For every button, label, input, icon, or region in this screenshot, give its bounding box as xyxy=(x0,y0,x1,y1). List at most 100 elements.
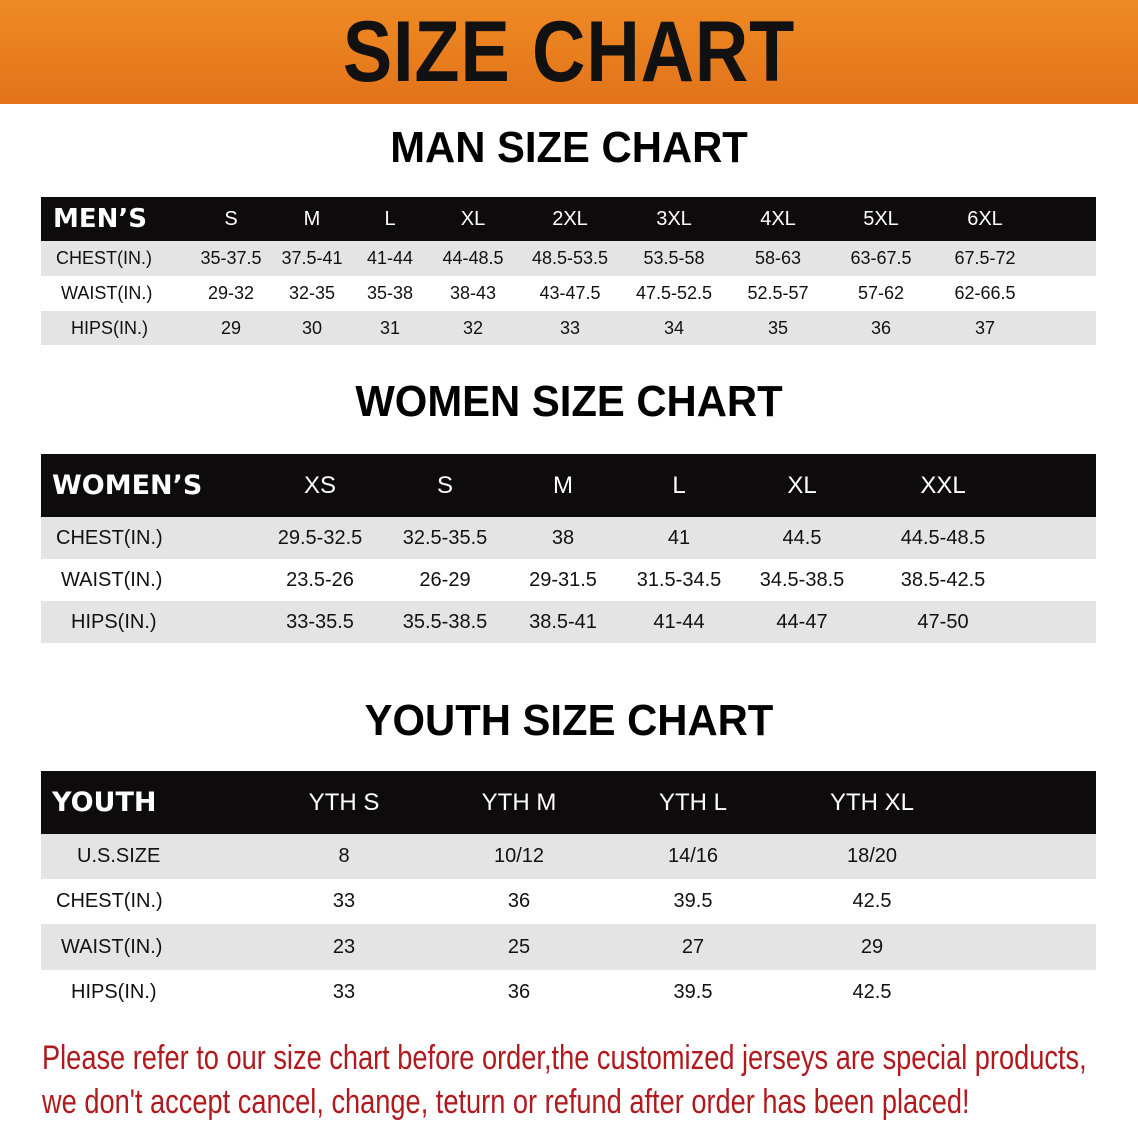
table-cell: 14/16 xyxy=(667,845,719,867)
size-column-header: S xyxy=(224,207,238,230)
men-header-label: MEN’S xyxy=(53,204,147,234)
youth-section-title: YOUTH SIZE CHART xyxy=(364,696,774,745)
table-cell: 53.5-58 xyxy=(643,248,705,268)
table-cell: 31.5-34.5 xyxy=(636,568,722,591)
table-cell: 35.5-38.5 xyxy=(402,610,488,633)
size-column-header: YTH L xyxy=(658,788,728,816)
table-cell: 38.5-42.5 xyxy=(900,568,986,591)
table-cell: 29-31.5 xyxy=(529,568,597,591)
table-cell: 23.5-26 xyxy=(286,568,354,591)
table-cell: 42.5 xyxy=(852,981,892,1003)
table-row: CHEST(IN.) 29.5-32.5 32.5-35.5 38 41 44.5 44.5… xyxy=(41,517,1096,559)
table-cell: 39.5 xyxy=(673,981,713,1003)
table-row: HIPS(IN.) 29 30 31 32 33 34 35 36 37 xyxy=(41,311,1096,345)
row-label: WAIST(IN.) xyxy=(61,283,153,303)
size-column-header: M xyxy=(303,207,321,230)
table-cell: 38.5-41 xyxy=(529,610,597,633)
row-label: HIPS(IN.) xyxy=(71,981,157,1003)
size-column-header: L xyxy=(384,207,396,230)
table-cell: 25 xyxy=(507,935,531,958)
table-cell: 31 xyxy=(379,317,401,338)
table-cell: 26-29 xyxy=(419,568,471,591)
table-cell: 32.5-35.5 xyxy=(402,526,488,549)
table-cell: 10/12 xyxy=(493,845,545,867)
table-row: U.S.SIZE 8 10/12 14/16 18/20 xyxy=(41,834,1096,879)
table-row: CHEST(IN.) 33 36 39.5 42.5 xyxy=(41,879,1096,924)
table-cell: 41 xyxy=(667,526,691,549)
table-cell: 32 xyxy=(462,317,484,338)
table-cell: 44-48.5 xyxy=(442,248,504,268)
men-header-row: MEN’S S M L XL 2XL 3XL 4XL 5XL 6XL xyxy=(41,197,1096,241)
table-cell: 35-38 xyxy=(366,283,414,303)
table-cell: 35-37.5 xyxy=(200,248,262,268)
table-cell: 47-50 xyxy=(917,610,969,633)
table-cell: 38-43 xyxy=(449,283,497,303)
women-size-table: WOMEN’S XS S M L XL XXL CHEST(IN.) 29.5-32.5 32.… xyxy=(41,454,1096,643)
row-label: HIPS(IN.) xyxy=(71,317,149,338)
table-cell: 39.5 xyxy=(673,890,713,912)
youth-size-table: YOUTH YTH S YTH M YTH L YTH XL U.S.SIZE 8 10/1… xyxy=(41,771,1096,1015)
table-cell: 23 xyxy=(332,935,356,958)
table-cell: 34 xyxy=(663,317,685,338)
table-cell: 29 xyxy=(860,935,884,958)
size-column-header: YTH XL xyxy=(829,788,915,816)
table-cell: 42.5 xyxy=(852,890,892,912)
table-cell: 44-47 xyxy=(776,610,828,633)
table-row: WAIST(IN.) 23 25 27 29 xyxy=(41,924,1096,970)
size-column-header: 6XL xyxy=(967,207,1003,230)
notice-line-2: we don't accept cancel, change, teturn o… xyxy=(42,1083,970,1121)
row-label: CHEST(IN.) xyxy=(56,526,163,549)
row-label: CHEST(IN.) xyxy=(56,890,163,912)
row-label: WAIST(IN.) xyxy=(61,568,163,591)
table-cell: 29.5-32.5 xyxy=(277,526,363,549)
size-column-header: M xyxy=(553,471,573,499)
table-cell: 36 xyxy=(507,890,531,912)
table-cell: 44.5-48.5 xyxy=(900,526,986,549)
table-cell: 29 xyxy=(220,317,242,338)
men-section-title: MAN SIZE CHART xyxy=(390,123,748,172)
notice-line-1: Please refer to our size chart before or… xyxy=(42,1039,1087,1077)
youth-header-label: YOUTH xyxy=(52,787,157,818)
table-cell: 41-44 xyxy=(366,248,414,268)
table-cell: 36 xyxy=(870,317,892,338)
size-column-header: YTH M xyxy=(481,788,557,816)
men-size-table: MEN’S S M L XL 2XL 3XL 4XL 5XL 6XL CHEST(IN.) 35-3… xyxy=(41,197,1096,345)
table-row: HIPS(IN.) 33 36 39.5 42.5 xyxy=(41,970,1096,1015)
table-row: CHEST(IN.) 35-37.5 37.5-41 41-44 44-48.5 48.5… xyxy=(41,241,1096,276)
size-column-header: 4XL xyxy=(760,207,796,230)
size-column-header: YTH S xyxy=(308,788,380,816)
banner-title: SIZE CHART xyxy=(342,4,796,100)
table-cell: 33 xyxy=(332,890,356,912)
size-column-header: 5XL xyxy=(863,207,899,230)
table-cell: 34.5-38.5 xyxy=(759,568,845,591)
table-row: HIPS(IN.) 33-35.5 35.5-38.5 38.5-41 41-44 44-… xyxy=(41,601,1096,643)
row-label: CHEST(IN.) xyxy=(56,248,152,268)
row-label: WAIST(IN.) xyxy=(61,935,163,958)
table-cell: 67.5-72 xyxy=(954,248,1016,268)
table-cell: 29-32 xyxy=(207,283,255,303)
table-cell: 37 xyxy=(974,317,996,338)
table-row: WAIST(IN.) 23.5-26 26-29 29-31.5 31.5-34.5 34… xyxy=(41,559,1096,601)
table-cell: 62-66.5 xyxy=(954,283,1016,303)
youth-header-row: YOUTH YTH S YTH M YTH L YTH XL xyxy=(41,771,1096,834)
banner: SIZE CHART xyxy=(0,0,1138,104)
table-cell: 63-67.5 xyxy=(850,248,912,268)
size-column-header: S xyxy=(436,471,454,499)
table-cell: 58-63 xyxy=(754,248,802,268)
table-cell: 27 xyxy=(681,935,705,958)
table-cell: 57-62 xyxy=(857,283,905,303)
size-column-header: XXL xyxy=(920,471,966,499)
table-cell: 37.5-41 xyxy=(281,248,343,268)
table-cell: 30 xyxy=(301,317,323,338)
row-label: HIPS(IN.) xyxy=(71,610,157,633)
table-cell: 44.5 xyxy=(782,526,822,549)
size-column-header: XL xyxy=(787,471,817,499)
size-column-header: XS xyxy=(303,471,337,499)
table-cell: 32-35 xyxy=(288,283,336,303)
table-row: WAIST(IN.) 29-32 32-35 35-38 38-43 43-47.5 47.… xyxy=(41,276,1096,311)
table-cell: 48.5-53.5 xyxy=(531,248,609,268)
table-cell: 52.5-57 xyxy=(747,283,809,303)
size-column-header: 3XL xyxy=(656,207,692,230)
women-header-row: WOMEN’S XS S M L XL XXL xyxy=(41,454,1096,517)
table-cell: 18/20 xyxy=(846,845,898,867)
